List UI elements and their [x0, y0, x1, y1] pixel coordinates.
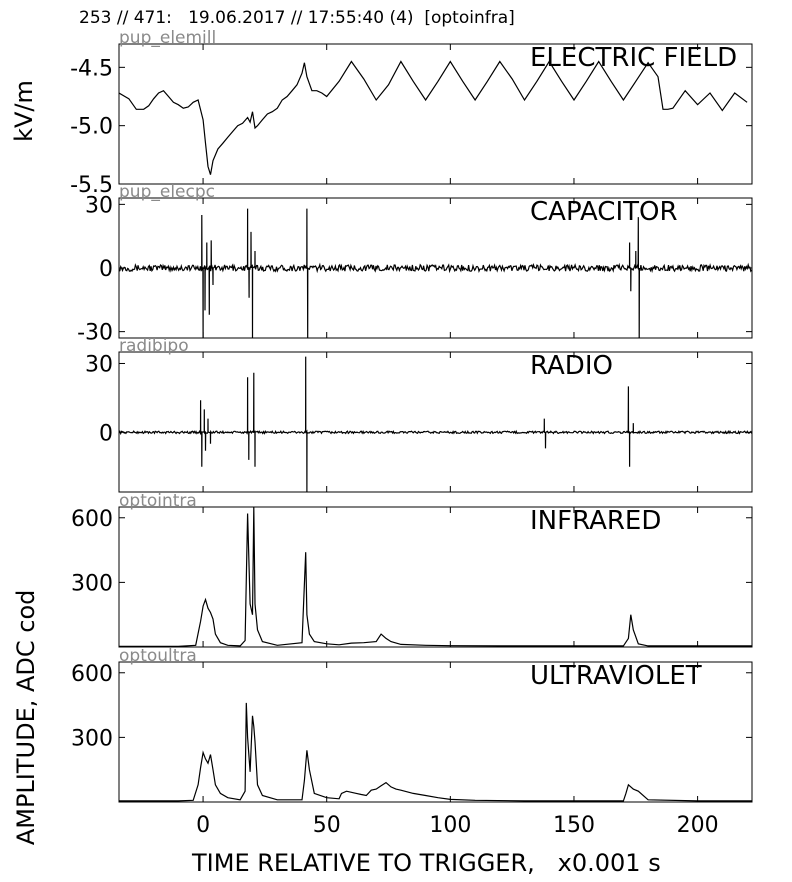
panel-frame	[118, 661, 753, 803]
x-tick-label: 150	[553, 813, 595, 838]
panel-pup_elecpc: -30 0 30 pup_elecpc CAPACITOR	[77, 182, 753, 346]
y-tick-label: -5.0	[70, 115, 113, 140]
data-line-radibipo	[119, 356, 752, 492]
data-line-pup_elemill	[119, 60, 748, 175]
data-line-optoultra	[119, 702, 752, 802]
x-tick-label: 100	[429, 813, 471, 838]
y-tick-label: 0	[99, 257, 113, 282]
panel-frame	[118, 506, 753, 648]
data-line-optointra	[119, 507, 752, 647]
x-tick-label: 200	[677, 813, 719, 838]
panel-pup_elemill: -5.5 -5.0 -4.5 pup_elemill ELECTRIC FIELD	[70, 28, 753, 198]
channel-name: optointra	[119, 491, 197, 511]
panel-radibipo: 0 30 radibipo RADIO	[85, 336, 753, 493]
panel-title: ELECTRIC FIELD	[530, 43, 737, 73]
panel-optoultra: 300 600 0 50 100 150 200 optoultra ULTRAVIOLET	[71, 646, 753, 838]
y-tick-label: 600	[71, 507, 113, 532]
channel-name: pup_elemill	[119, 28, 216, 48]
panel-frame	[118, 43, 753, 185]
y-tick-label: -4.5	[70, 56, 113, 81]
x-tick-label: 0	[196, 813, 210, 838]
y-axis-label-top: kV/m	[10, 80, 38, 142]
channel-name: pup_elecpc	[119, 182, 215, 202]
y-axis-label-bottom-text: AMPLITUDE, ADC code	[12, 590, 40, 845]
y-tick-label: 30	[85, 193, 113, 218]
figure-header: 253 // 471: 19.06.2017 // 17:55:40 (4) […	[79, 8, 515, 28]
y-tick-label: 600	[71, 662, 113, 687]
panel-title: CAPACITOR	[530, 197, 678, 227]
channel-name: radibipo	[119, 336, 189, 356]
panel-title: ULTRAVIOLET	[530, 661, 702, 691]
panel-optointra: 300 600 optointra INFRARED	[71, 491, 753, 648]
y-axis-label-top-text: kV/m	[10, 80, 38, 142]
channel-name: optoultra	[119, 646, 197, 666]
y-tick-label: 300	[71, 571, 113, 596]
data-line-pup_elecpc	[119, 208, 752, 338]
y-tick-label: 300	[71, 726, 113, 751]
x-axis-label: TIME RELATIVE TO TRIGGER, x0.001 s	[192, 849, 661, 877]
y-tick-label: -30	[77, 321, 113, 346]
y-tick-label: 30	[85, 352, 113, 377]
y-tick-label: 0	[99, 421, 113, 446]
y-tick-label: -5.5	[70, 173, 113, 198]
panel-title: RADIO	[530, 351, 613, 381]
panel-frame	[118, 351, 753, 493]
panel-title: INFRARED	[530, 506, 661, 536]
x-tick-label: 50	[313, 813, 341, 838]
y-axis-label-bottom: AMPLITUDE, ADC code	[12, 590, 40, 845]
